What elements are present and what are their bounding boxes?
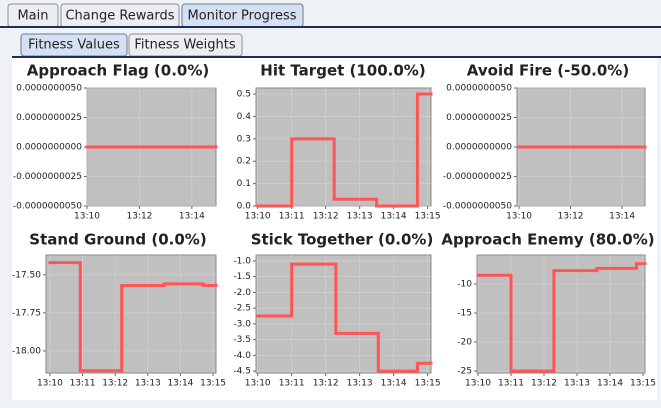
x-tick-label: 13:12 [126,212,152,222]
subtab-label[interactable]: Fitness Values [28,38,120,53]
x-tick-label: 13:10 [37,379,63,389]
x-tick-label: 13:14 [179,212,205,222]
y-tick-label: -4.0 [233,351,251,361]
x-tick-label: 13:14 [381,212,407,222]
tab-label[interactable]: Change Rewards [65,9,174,24]
y-tick-label: -1.5 [233,272,251,282]
y-tick-label: -0.0000000050 [13,202,82,212]
y-tick-label: 0.2 [237,157,251,167]
y-tick-label: -17.75 [12,308,41,318]
y-tick-label: -0.0000000025 [443,172,512,182]
y-tick-label: -4.5 [233,367,251,377]
x-tick-label: 13:13 [564,379,590,389]
x-tick-label: 13:10 [506,212,532,222]
x-tick-label: 13:14 [381,379,407,389]
y-tick-label: 0.0000000050 [446,84,512,94]
y-tick-label: -0.0000000025 [13,172,82,182]
plot-area [255,254,432,374]
tab-rule [0,26,661,28]
plot-area [476,254,646,374]
x-tick-label: 13:11 [279,379,305,389]
x-tick-label: 13:15 [415,212,441,222]
chart-title: Approach Flag (0.0%) [27,62,209,80]
plot-area [255,87,432,207]
x-tick-label: 13:10 [245,212,271,222]
chart-title: Stand Ground (0.0%) [29,231,206,249]
x-tick-label: 13:10 [465,379,491,389]
y-tick-label: 0.3 [237,134,251,144]
y-tick-label: -2.0 [233,288,251,298]
y-tick-label: -17.50 [12,270,41,280]
x-tick-label: 13:12 [313,379,339,389]
subtab-rule [12,56,661,58]
y-tick-label: 0.1 [237,179,251,189]
x-tick-label: 13:10 [74,212,100,222]
tab-label[interactable]: Monitor Progress [187,9,296,24]
x-tick-label: 13:14 [609,212,635,222]
chart-title: Avoid Fire (-50.0%) [467,62,629,80]
chart-title: Stick Together (0.0%) [251,231,434,249]
x-tick-label: 13:14 [167,379,193,389]
y-tick-label: -15 [457,309,472,319]
y-tick-label: -3.5 [233,335,251,345]
x-tick-label: 13:11 [279,212,305,222]
y-tick-label: -0.0000000050 [443,202,512,212]
y-tick-label: -3.0 [233,319,251,329]
y-tick-label: 0.5 [237,90,251,100]
subtab-label[interactable]: Fitness Weights [134,38,235,53]
y-tick-label: 0.0 [237,202,252,212]
y-tick-label: 0.0000000000 [446,143,512,153]
y-tick-label: -10 [457,280,472,290]
chart-title: Approach Enemy (80.0%) [441,231,654,249]
y-tick-label: -2.5 [233,304,251,314]
x-tick-label: 13:14 [597,379,623,389]
x-tick-label: 13:15 [415,379,441,389]
x-tick-label: 13:12 [313,212,339,222]
y-tick-label: 0.0000000050 [16,84,82,94]
x-tick-label: 13:10 [245,379,271,389]
x-tick-label: 13:15 [630,379,656,389]
y-tick-label: 0.4 [237,112,252,122]
y-tick-label: -25 [457,367,472,377]
x-tick-label: 13:12 [558,212,584,222]
y-tick-label: 0.0000000025 [16,113,82,123]
x-tick-label: 13:11 [70,379,96,389]
x-tick-label: 13:13 [347,379,373,389]
x-tick-label: 13:15 [200,379,226,389]
x-tick-label: 13:12 [102,379,128,389]
x-tick-label: 13:11 [498,379,524,389]
y-tick-label: -18.00 [12,346,41,356]
y-tick-label: 0.0000000025 [446,113,512,123]
chart-title: Hit Target (100.0%) [260,62,425,80]
x-tick-label: 13:13 [347,212,373,222]
x-tick-label: 13:12 [531,379,557,389]
x-tick-label: 13:13 [135,379,161,389]
y-tick-label: -1.0 [233,256,251,266]
plot-area [45,254,217,374]
y-tick-label: 0.0000000000 [16,143,82,153]
tab-label[interactable]: Main [17,9,48,24]
y-tick-label: -20 [457,338,472,348]
